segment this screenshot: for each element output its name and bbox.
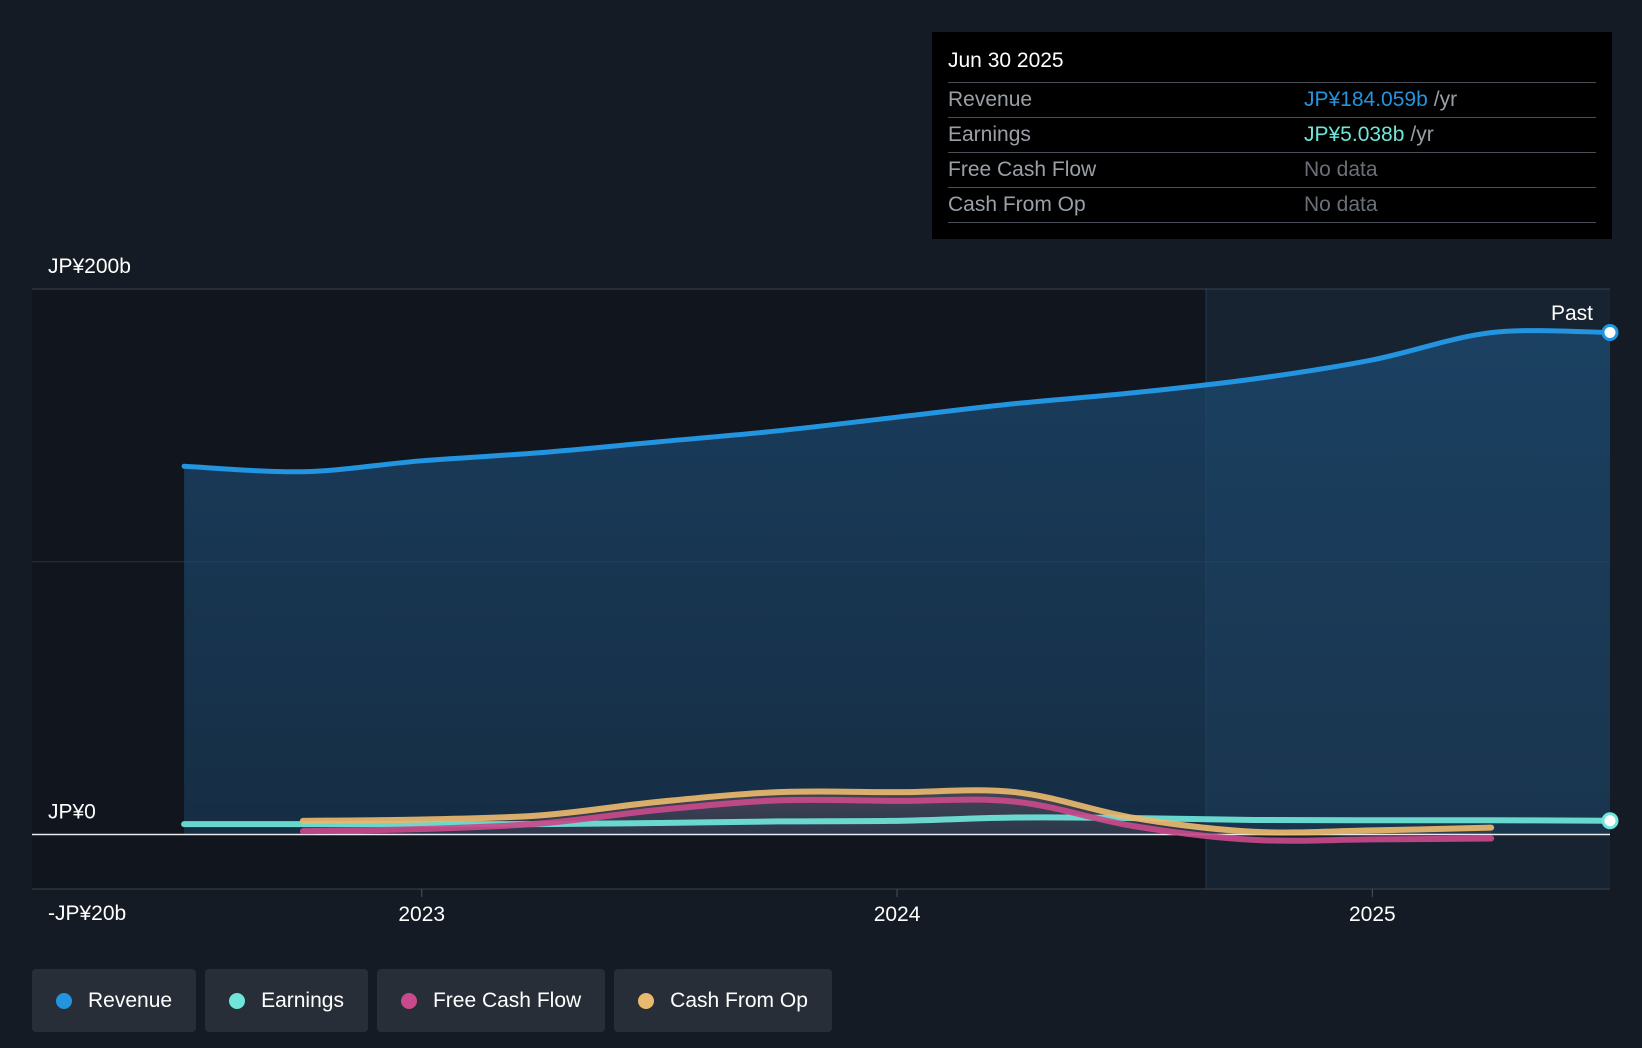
tooltip-unit: /yr bbox=[1410, 123, 1434, 146]
y-tick-200b: JP¥200b bbox=[48, 255, 131, 278]
revenue-dot-icon bbox=[56, 992, 72, 1009]
tooltip-value: JP¥184.059b bbox=[1304, 88, 1428, 111]
y-tick-0: JP¥0 bbox=[48, 800, 96, 823]
legend-item-free-cash-flow[interactable]: Free Cash Flow bbox=[376, 969, 606, 1032]
tooltip-label: Earnings bbox=[948, 123, 1031, 146]
cash-from-op-line bbox=[299, 787, 1495, 836]
revenue-area bbox=[184, 330, 1610, 835]
legend-label: Revenue bbox=[88, 988, 173, 1012]
tooltip-label: Revenue bbox=[948, 88, 1033, 111]
cash-from-op-dot-icon bbox=[638, 992, 655, 1009]
y-tick-neg-20b: -JP¥20b bbox=[48, 902, 126, 925]
legend-label: Earnings bbox=[261, 988, 344, 1012]
free-cash-flow-dot-icon bbox=[400, 992, 417, 1009]
financial-chart: JP¥200b JP¥0 -JP¥20b 2023 2024 2025 Past bbox=[32, 255, 1619, 926]
tooltip-row-revenue: Revenue JP¥184.059b /yr bbox=[948, 82, 1596, 117]
revenue-line bbox=[181, 328, 1613, 475]
tooltip-unit: /yr bbox=[1433, 88, 1458, 111]
chart-legend: Revenue Earnings Free Cash Flow Cash Fro… bbox=[32, 969, 832, 1032]
past-label: Past bbox=[1551, 302, 1593, 325]
legend-label: Free Cash Flow bbox=[432, 988, 582, 1012]
earnings-end-marker bbox=[1601, 812, 1619, 830]
tooltip-value: No data bbox=[1304, 193, 1378, 216]
legend-item-cash-from-op[interactable]: Cash From Op bbox=[614, 969, 832, 1032]
tooltip-row-earnings: Earnings JP¥5.038b /yr bbox=[948, 117, 1596, 152]
legend-label: Cash From Op bbox=[670, 988, 808, 1012]
tooltip-label: Free Cash Flow bbox=[948, 158, 1097, 181]
tooltip-label: Cash From Op bbox=[948, 193, 1086, 216]
earnings-line bbox=[181, 814, 1613, 828]
revenue-end-marker bbox=[1601, 323, 1619, 341]
tooltip-date: Jun 30 2025 bbox=[948, 49, 1064, 72]
tooltip-row-cash-from-op: Cash From Op No data bbox=[948, 187, 1596, 223]
tooltip-value: JP¥5.038b bbox=[1304, 123, 1405, 146]
tooltip-row-free-cash-flow: Free Cash Flow No data bbox=[948, 152, 1596, 187]
legend-item-earnings[interactable]: Earnings bbox=[205, 969, 368, 1032]
x-tick-2024: 2024 bbox=[874, 903, 921, 926]
x-tick-2025: 2025 bbox=[1349, 903, 1396, 926]
x-tick-2023: 2023 bbox=[398, 903, 445, 926]
legend-item-revenue[interactable]: Revenue bbox=[32, 969, 197, 1032]
tooltip-panel: Jun 30 2025 Revenue JP¥184.059b /yr Earn… bbox=[932, 32, 1612, 239]
earnings-dot-icon bbox=[229, 992, 246, 1009]
free-cash-flow-line bbox=[299, 796, 1495, 844]
tooltip-value: No data bbox=[1304, 158, 1378, 181]
